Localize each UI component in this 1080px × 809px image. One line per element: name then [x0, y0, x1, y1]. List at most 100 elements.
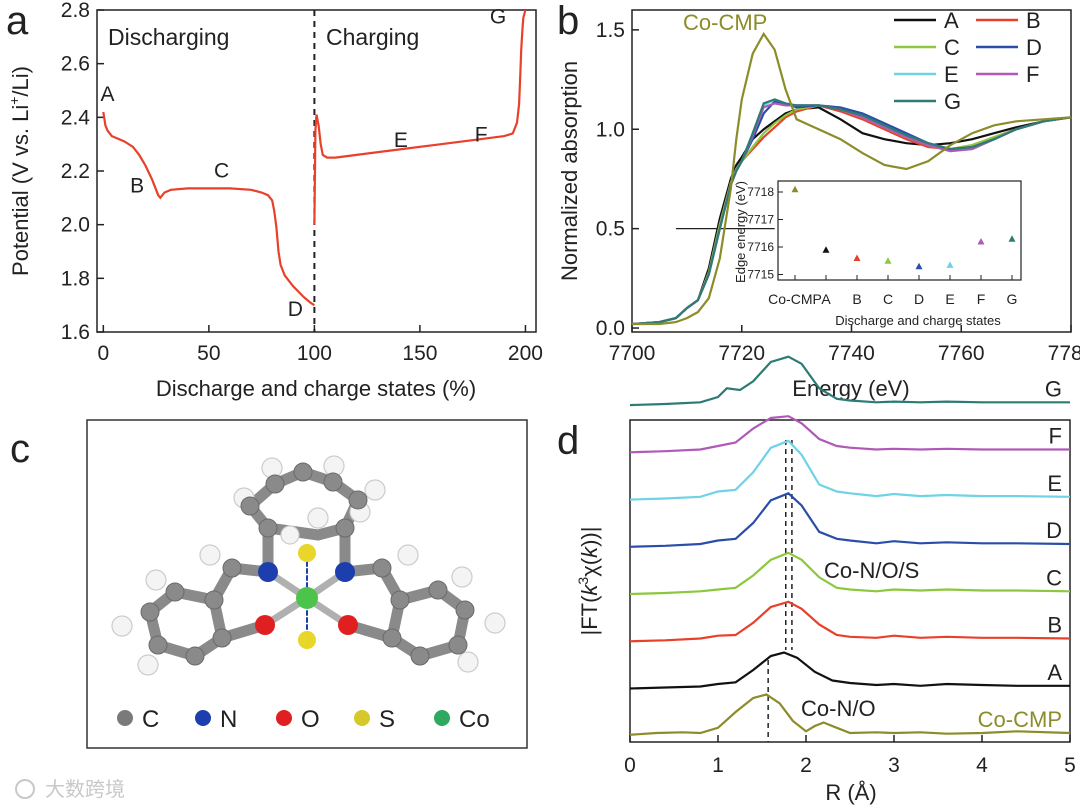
charging-label: Charging	[326, 24, 419, 50]
inset-point-A	[822, 246, 830, 253]
d-series-label-Co-CMP: Co-CMP	[978, 707, 1062, 732]
inset-point-G	[1008, 235, 1016, 242]
a-ytick-label: 2.8	[61, 0, 90, 22]
panel-a-point-labels: A B C D E F G	[101, 5, 507, 320]
panel-d-ylabel-part1: |FT(	[577, 595, 602, 636]
panel-b-xlabel: Energy (eV)	[792, 376, 909, 401]
molecule-structure	[111, 455, 506, 676]
panel-d-ylabel-exponent: 3	[575, 577, 591, 585]
inset-ytick-label: 7715	[747, 268, 774, 282]
panel-d-xlabel: R (Å)	[825, 780, 876, 805]
nitrogen-atom-right	[335, 562, 355, 582]
a-ytick-label: 2.6	[61, 53, 90, 76]
inset-frame	[777, 180, 1022, 281]
d-series-label-B: B	[1047, 613, 1062, 638]
watermark: 大数跨境	[15, 778, 125, 801]
legend-label-n: N	[220, 706, 237, 733]
d-series-B	[629, 600, 1071, 643]
a-point-label: G	[490, 5, 506, 28]
d-series-A	[629, 651, 1070, 690]
b-ytick-label: 0.5	[596, 218, 625, 241]
co-cmp-annotation: Co-CMP	[683, 10, 767, 35]
panel-b-legend: A B C D E F G	[894, 8, 1042, 114]
legend-dot-co	[434, 710, 450, 726]
panel-b-curves	[631, 31, 1072, 326]
discharging-label: Discharging	[108, 24, 229, 50]
inset-xtick-label: Co-CMP	[768, 291, 822, 307]
legend-label-G: G	[944, 89, 961, 114]
a-xtick-label: 100	[297, 342, 332, 365]
watermark-logo-icon	[15, 779, 35, 799]
a-point-label: D	[288, 298, 303, 321]
d-xtick-label: 0	[624, 754, 636, 777]
a-point-label: C	[214, 160, 229, 183]
a-ytick-label: 2.0	[61, 214, 90, 237]
inset-points	[791, 185, 1016, 270]
panel-d-ticks: 0 1 2 3 4 5	[624, 735, 1076, 777]
sulfur-atom-bottom	[298, 631, 316, 649]
a-ytick-label: 1.6	[61, 321, 90, 344]
b-xtick-label: 7700	[609, 342, 656, 365]
legend-label-E: E	[944, 62, 959, 87]
co-coordination-bonds	[261, 568, 352, 629]
a-point-label: E	[394, 129, 408, 152]
panel-d-frame	[629, 419, 1071, 743]
inset-point-B	[853, 254, 861, 261]
inset-point-C	[884, 257, 892, 264]
inset-point-D	[915, 262, 923, 270]
d-series-C	[629, 551, 1071, 596]
inset-point-F	[977, 238, 985, 245]
hydrogen-atoms	[111, 455, 506, 676]
inset-xtick-label: G	[1007, 291, 1018, 307]
b-xtick-label: 7760	[938, 342, 985, 365]
d-xtick-label: 4	[976, 754, 988, 777]
legend-label-A: A	[944, 8, 959, 33]
nitrogen-atom-left	[258, 562, 278, 582]
b-series-G	[631, 98, 1072, 326]
co-n-o-s-annotation: Co-N/O/S	[824, 558, 919, 583]
inset-point-Co-CMP	[791, 185, 799, 193]
b-ytick-label: 1.0	[596, 118, 625, 141]
panel-d-label: d	[557, 419, 579, 463]
a-xtick-label: 150	[402, 342, 437, 365]
sulfur-atom-top	[298, 544, 316, 562]
legend-label-c: C	[142, 706, 159, 733]
inset-point-E	[946, 261, 954, 268]
a-ytick-label: 2.2	[61, 160, 90, 183]
b-ytick-label: 0.0	[596, 317, 625, 340]
legend-dot-o	[276, 710, 292, 726]
inset-ticks: 7715 7716 7717 7718 Co-CMP A B C D E F G	[747, 185, 1017, 307]
inset-xtick-label: E	[945, 291, 954, 307]
legend-label-o: O	[301, 706, 320, 733]
d-xtick-label: 1	[712, 754, 724, 777]
inset-xtick-label: B	[852, 291, 861, 307]
panel-d-ylabel-part2: χ(	[577, 557, 602, 577]
right-imine-bonds	[339, 522, 406, 606]
oxygen-atom-left	[255, 615, 275, 635]
legend-dot-n	[195, 710, 211, 726]
inset-ytick-label: 7717	[747, 213, 774, 227]
panel-d-ylabel-part3: ))|	[577, 527, 602, 547]
panel-b-frame	[631, 9, 1072, 333]
watermark-text: 大数跨境	[45, 778, 125, 801]
a-xtick-label: 0	[97, 342, 109, 365]
panel-a-ylabel-part2: /Li)	[8, 66, 33, 97]
panel-a-ylabel-superscript: +	[6, 97, 22, 105]
inset-ytick-label: 7718	[747, 185, 774, 199]
legend-label-C: C	[944, 35, 960, 60]
a-series-discharge	[102, 111, 315, 307]
inset-ytick-label: 7716	[747, 240, 774, 254]
legend-label-co: Co	[459, 706, 490, 733]
panel-a-label: a	[6, 0, 29, 43]
panel-a: a 0 50 100 150 200 1.6 1.8 2.0 2.2 2.4 2.6 2.8 Disc…	[6, 0, 543, 401]
d-series-label-E: E	[1047, 471, 1062, 496]
d-series-label-G: G	[1045, 376, 1062, 401]
a-xtick-label: 50	[197, 342, 220, 365]
legend-dot-c	[117, 710, 133, 726]
d-series-label-C: C	[1046, 565, 1062, 590]
